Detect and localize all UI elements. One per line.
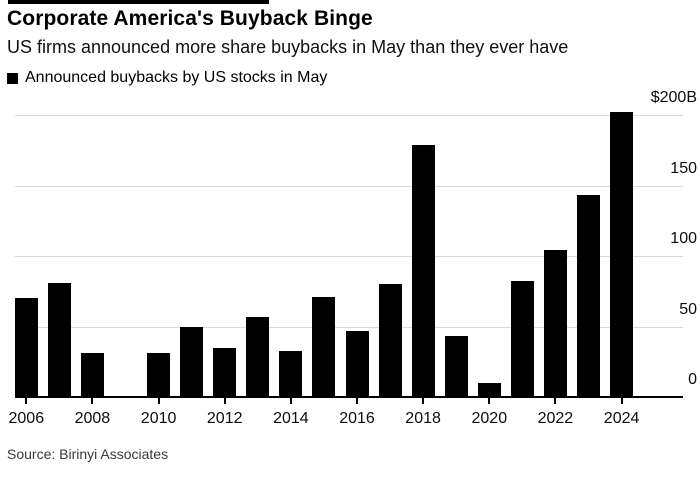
- bar-2012: [213, 347, 237, 397]
- bar-2020: [477, 382, 501, 397]
- gridline-50: [15, 326, 683, 328]
- x-tick-2006: [25, 398, 28, 404]
- x-tick-2018: [422, 398, 425, 404]
- x-tick-2016: [356, 398, 358, 404]
- bar-2008: [80, 353, 104, 397]
- bar-2019: [444, 336, 468, 397]
- x-axis-label-2020: 2020: [471, 410, 508, 427]
- x-tick-2022: [554, 398, 557, 404]
- bar-2016: [345, 330, 369, 397]
- y-axis-label-150: 150: [670, 159, 697, 177]
- top-accent-rule: [8, 0, 269, 4]
- bar-2024: [610, 112, 634, 397]
- x-tick-2010: [157, 398, 160, 404]
- x-tick-2008: [91, 398, 94, 404]
- x-axis-label-2016: 2016: [339, 410, 375, 427]
- x-tick-2012: [223, 398, 226, 404]
- x-axis-label-2018: 2018: [405, 410, 441, 427]
- y-axis-label-200: $200B: [650, 89, 697, 106]
- legend-swatch-icon: [7, 73, 18, 84]
- x-tick-2020: [488, 398, 491, 404]
- bar-2011: [180, 326, 204, 397]
- bar-2015: [312, 296, 336, 397]
- x-axis-label-2014: 2014: [273, 410, 309, 427]
- y-axis-label-50: 50: [679, 300, 697, 318]
- bar-2014: [279, 350, 303, 397]
- bar-2006: [14, 298, 38, 397]
- x-axis-label-2022: 2022: [537, 410, 574, 427]
- bar-2007: [47, 282, 71, 397]
- legend-label: Announced buybacks by US stocks in May: [25, 69, 328, 86]
- chart-title: Corporate America's Buyback Binge: [7, 7, 373, 30]
- bar-2010: [147, 353, 171, 397]
- bar-2022: [543, 250, 567, 397]
- legend: Announced buybacks by US stocks in May: [7, 69, 327, 87]
- y-axis-label-0: 0: [688, 371, 697, 388]
- bar-2021: [510, 281, 534, 397]
- x-tick-2024: [620, 398, 623, 404]
- x-axis-label-2008: 2008: [74, 410, 111, 427]
- y-axis-label-100: 100: [670, 230, 697, 247]
- bar-2013: [246, 316, 270, 397]
- gridline-150: [15, 185, 683, 187]
- gridline-100: [15, 256, 683, 257]
- x-axis-label-2012: 2012: [206, 410, 243, 427]
- source-note: Source: Birinyi Associates: [7, 446, 169, 462]
- bar-2018: [411, 144, 435, 397]
- chart-subtitle: US firms announced more share buybacks i…: [7, 37, 569, 57]
- x-tick-2014: [289, 398, 292, 404]
- x-axis-label-2010: 2010: [140, 410, 177, 427]
- gridline-200: [15, 115, 683, 116]
- x-axis-line: [15, 396, 683, 398]
- x-axis-label-2006: 2006: [8, 410, 45, 427]
- bar-2023: [577, 195, 600, 397]
- bar-2017: [378, 284, 402, 397]
- x-axis-label-2024: 2024: [603, 410, 640, 427]
